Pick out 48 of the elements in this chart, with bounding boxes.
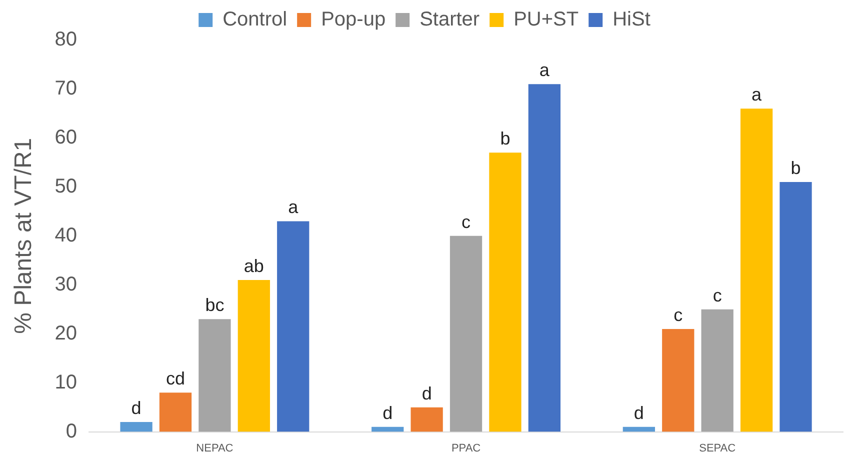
data-label: bc (205, 295, 224, 316)
y-tick-label: 80 (54, 28, 78, 51)
legend-label: Starter (420, 8, 480, 31)
bar (120, 422, 152, 432)
bar (198, 319, 231, 432)
y-tick-label: 10 (54, 371, 78, 394)
y-tick-label: 20 (54, 322, 78, 344)
legend-label: Pop-up (321, 8, 386, 31)
data-label: c (462, 212, 471, 232)
data-label: b (500, 128, 510, 149)
bar (410, 407, 443, 432)
data-label: d (422, 383, 432, 404)
y-tick-label: 60 (54, 126, 78, 148)
bar (450, 236, 482, 432)
y-tick-label: 50 (54, 175, 78, 198)
legend-label: PU+ST (514, 8, 579, 31)
data-label: a (752, 84, 763, 105)
bar (780, 182, 812, 432)
bar (238, 280, 270, 432)
y-tick-label: 40 (54, 224, 78, 246)
data-label: d (131, 398, 142, 418)
y-tick-label: 30 (54, 273, 78, 296)
bar (489, 152, 522, 432)
bar (159, 392, 192, 432)
legend-label: HiSt (612, 8, 651, 31)
y-tick-label: 70 (54, 77, 78, 100)
bar (528, 84, 561, 432)
x-tick-label: SEPAC (699, 442, 736, 454)
data-label: a (288, 197, 300, 218)
x-tick-label: PPAC (451, 442, 481, 454)
legend-label: Control (222, 8, 288, 31)
bar (622, 426, 656, 432)
data-label: c (674, 304, 683, 325)
data-label: b (790, 158, 801, 178)
x-tick-label: NEPAC (196, 442, 234, 454)
data-label: d (382, 402, 393, 423)
data-label: a (539, 60, 550, 80)
data-label: ab (244, 256, 264, 276)
y-axis-title: % Plants at VT/R1 (10, 138, 38, 334)
bar (277, 221, 310, 432)
bar (372, 426, 404, 432)
data-label: d (634, 402, 644, 423)
data-label: cd (166, 368, 186, 389)
data-label: c (712, 285, 722, 306)
bar (662, 328, 694, 432)
bar (740, 108, 773, 432)
y-tick-label: 0 (66, 420, 78, 442)
bar (701, 309, 734, 432)
